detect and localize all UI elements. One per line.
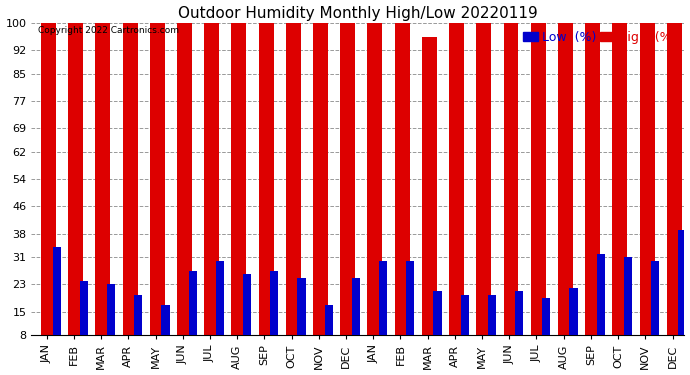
Bar (515, 291, 523, 363)
Bar (123, 23, 137, 363)
Bar (379, 261, 387, 363)
Bar (95, 23, 110, 363)
Bar (449, 23, 464, 363)
Bar (80, 281, 88, 363)
Bar (352, 278, 360, 363)
Bar (476, 23, 491, 363)
Bar (68, 23, 83, 363)
Bar (286, 23, 301, 363)
Bar (640, 23, 655, 363)
Legend: Low  (%), High  (%): Low (%), High (%) (522, 29, 678, 45)
Bar (433, 291, 442, 363)
Bar (678, 230, 687, 363)
Bar (585, 23, 600, 363)
Bar (667, 23, 682, 363)
Bar (216, 261, 224, 363)
Bar (297, 278, 306, 363)
Bar (395, 23, 410, 363)
Bar (204, 23, 219, 363)
Bar (313, 23, 328, 363)
Bar (52, 247, 61, 363)
Bar (531, 23, 546, 363)
Bar (340, 23, 355, 363)
Bar (243, 274, 251, 363)
Bar (461, 295, 469, 363)
Bar (177, 23, 192, 363)
Bar (161, 305, 170, 363)
Bar (558, 23, 573, 363)
Bar (504, 23, 518, 363)
Bar (150, 23, 165, 363)
Bar (324, 305, 333, 363)
Bar (270, 271, 278, 363)
Bar (107, 285, 115, 363)
Bar (134, 295, 142, 363)
Bar (41, 23, 56, 363)
Bar (422, 37, 437, 363)
Bar (651, 261, 659, 363)
Bar (624, 257, 632, 363)
Bar (406, 261, 415, 363)
Bar (488, 295, 496, 363)
Bar (368, 23, 382, 363)
Bar (542, 298, 551, 363)
Bar (569, 288, 578, 363)
Bar (612, 23, 627, 363)
Bar (231, 23, 246, 363)
Title: Outdoor Humidity Monthly High/Low 20220119: Outdoor Humidity Monthly High/Low 202201… (178, 6, 538, 21)
Bar (259, 23, 273, 363)
Bar (597, 254, 605, 363)
Text: Copyright 2022 Cartronics.com: Copyright 2022 Cartronics.com (38, 26, 179, 35)
Bar (188, 271, 197, 363)
